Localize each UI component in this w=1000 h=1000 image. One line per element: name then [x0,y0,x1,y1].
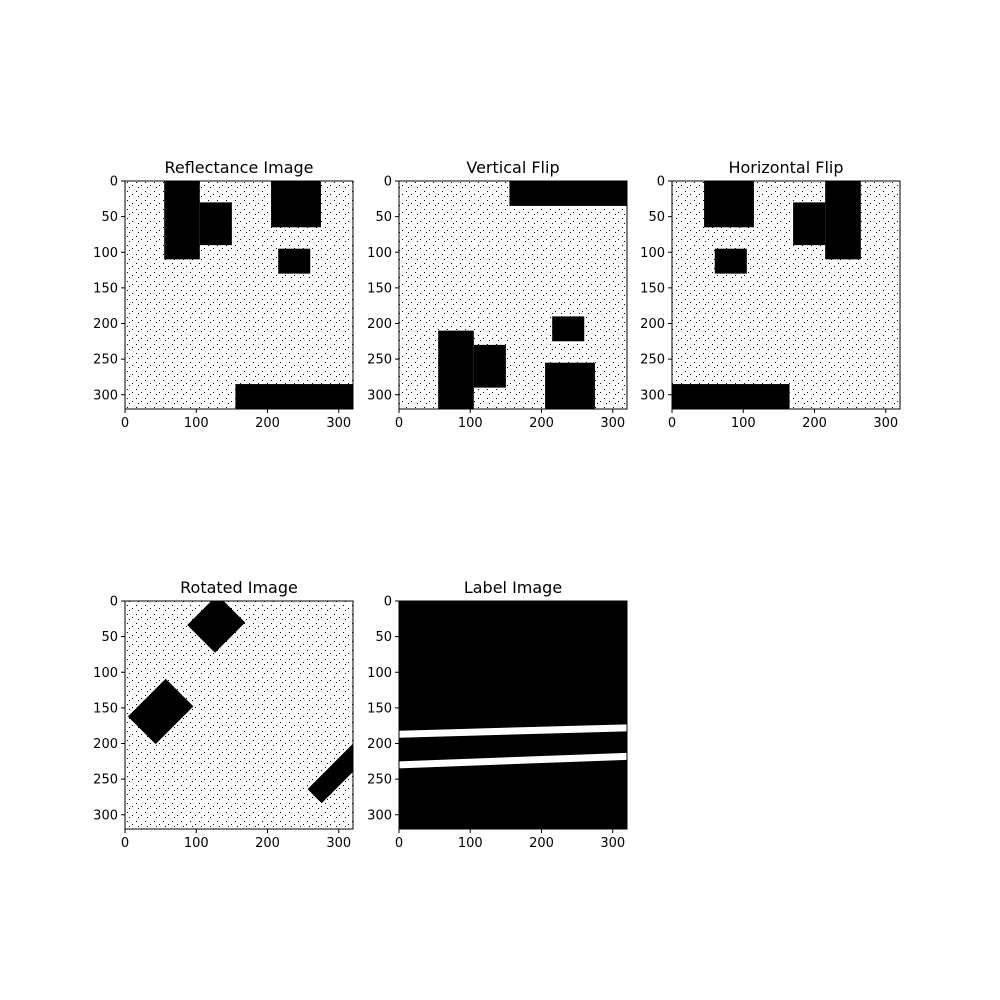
subplot-title: Vertical Flip [466,158,559,177]
x-tick-label: 0 [121,836,129,851]
black-region [552,316,585,342]
black-region [164,181,200,260]
y-tick-label: 250 [367,353,392,368]
x-tick-label: 100 [458,416,483,431]
y-tick-label: 0 [657,175,665,190]
y-tick-label: 200 [367,317,392,332]
x-tick-label: 100 [184,416,209,431]
black-region [825,181,861,260]
black-region [704,181,754,228]
black-region [127,678,194,745]
image-area [672,181,900,409]
y-tick-label: 150 [367,281,392,296]
black-region [545,362,595,409]
x-tick-label: 0 [395,836,403,851]
black-region [509,181,627,206]
x-tick-label: 0 [668,416,676,431]
y-tick-label: 50 [375,630,392,645]
x-tick-label: 100 [731,416,756,431]
y-tick-label: 300 [93,388,118,403]
y-tick-label: 100 [93,246,118,261]
subplot-title: Label Image [464,578,562,597]
x-tick-label: 300 [600,416,625,431]
y-tick-label: 0 [110,175,118,190]
black-region [793,202,826,246]
black-region [714,248,747,274]
black-region [307,733,353,804]
y-tick-label: 100 [367,246,392,261]
y-tick-label: 300 [93,808,118,823]
image-background [399,601,627,829]
y-tick-label: 250 [93,773,118,788]
black-region [278,248,311,274]
x-tick-label: 200 [529,836,554,851]
image-area [125,601,353,829]
x-tick-label: 0 [121,416,129,431]
axes-frame [398,600,628,830]
y-tick-label: 100 [367,666,392,681]
black-region [271,181,321,228]
axes-frame [124,600,354,830]
y-tick-label: 100 [93,666,118,681]
y-tick-label: 0 [110,595,118,610]
label-line [399,752,627,769]
black-region [187,601,246,653]
y-tick-label: 100 [640,246,665,261]
y-tick-label: 200 [93,737,118,752]
image-area [399,181,627,409]
x-tick-label: 300 [873,416,898,431]
y-tick-label: 250 [93,353,118,368]
x-tick-label: 100 [184,836,209,851]
x-tick-label: 100 [458,836,483,851]
image-area [125,181,353,409]
x-tick-label: 200 [529,416,554,431]
axes-frame [671,180,901,410]
y-tick-label: 0 [384,175,392,190]
y-tick-label: 300 [367,808,392,823]
subplot-title: Horizontal Flip [728,158,843,177]
y-tick-label: 50 [648,210,665,225]
y-tick-label: 200 [640,317,665,332]
subplot-title: Rotated Image [180,578,298,597]
axes-frame [398,180,628,410]
x-tick-label: 200 [802,416,827,431]
y-tick-label: 300 [640,388,665,403]
black-region [672,384,790,409]
y-tick-label: 50 [101,630,118,645]
y-tick-label: 150 [367,701,392,716]
black-region [199,202,232,246]
x-tick-label: 0 [395,416,403,431]
y-tick-label: 50 [375,210,392,225]
y-tick-label: 250 [367,773,392,788]
label-line [399,724,627,738]
axes-frame [124,180,354,410]
black-region [235,384,353,409]
black-region [438,330,474,409]
x-tick-label: 200 [255,416,280,431]
black-region [473,344,506,388]
subplot-title: Reflectance Image [164,158,313,177]
x-tick-label: 200 [255,836,280,851]
y-tick-label: 300 [367,388,392,403]
image-area [399,601,627,829]
y-tick-label: 50 [101,210,118,225]
y-tick-label: 150 [93,701,118,716]
x-tick-label: 300 [326,836,351,851]
y-tick-label: 200 [93,317,118,332]
x-tick-label: 300 [600,836,625,851]
y-tick-label: 150 [93,281,118,296]
y-tick-label: 200 [367,737,392,752]
x-tick-label: 300 [326,416,351,431]
y-tick-label: 0 [384,595,392,610]
y-tick-label: 150 [640,281,665,296]
y-tick-label: 250 [640,353,665,368]
